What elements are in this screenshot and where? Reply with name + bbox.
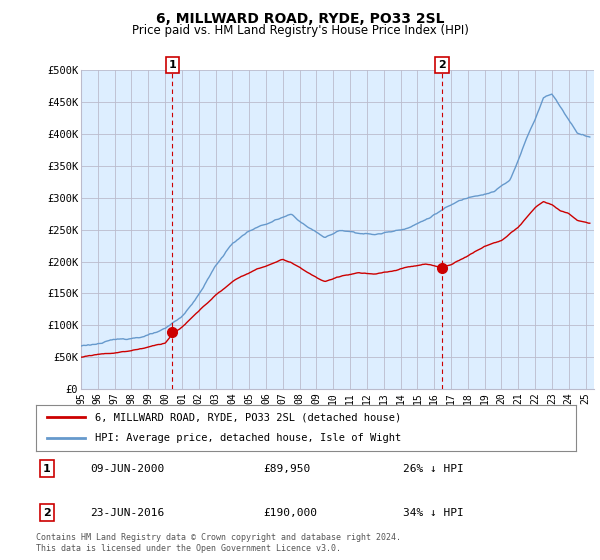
- Text: Contains HM Land Registry data © Crown copyright and database right 2024.
This d: Contains HM Land Registry data © Crown c…: [36, 533, 401, 553]
- Text: 2: 2: [43, 507, 50, 517]
- Text: 6, MILLWARD ROAD, RYDE, PO33 2SL (detached house): 6, MILLWARD ROAD, RYDE, PO33 2SL (detach…: [95, 412, 401, 422]
- Text: 26% ↓ HPI: 26% ↓ HPI: [403, 464, 464, 474]
- Text: 23-JUN-2016: 23-JUN-2016: [90, 507, 164, 517]
- Text: 2: 2: [438, 60, 446, 70]
- Text: 09-JUN-2000: 09-JUN-2000: [90, 464, 164, 474]
- Text: 1: 1: [43, 464, 50, 474]
- Text: £89,950: £89,950: [263, 464, 310, 474]
- Text: Price paid vs. HM Land Registry's House Price Index (HPI): Price paid vs. HM Land Registry's House …: [131, 24, 469, 36]
- Text: 34% ↓ HPI: 34% ↓ HPI: [403, 507, 464, 517]
- Text: 6, MILLWARD ROAD, RYDE, PO33 2SL: 6, MILLWARD ROAD, RYDE, PO33 2SL: [156, 12, 444, 26]
- Text: 1: 1: [169, 60, 176, 70]
- Text: HPI: Average price, detached house, Isle of Wight: HPI: Average price, detached house, Isle…: [95, 433, 401, 444]
- Text: £190,000: £190,000: [263, 507, 317, 517]
